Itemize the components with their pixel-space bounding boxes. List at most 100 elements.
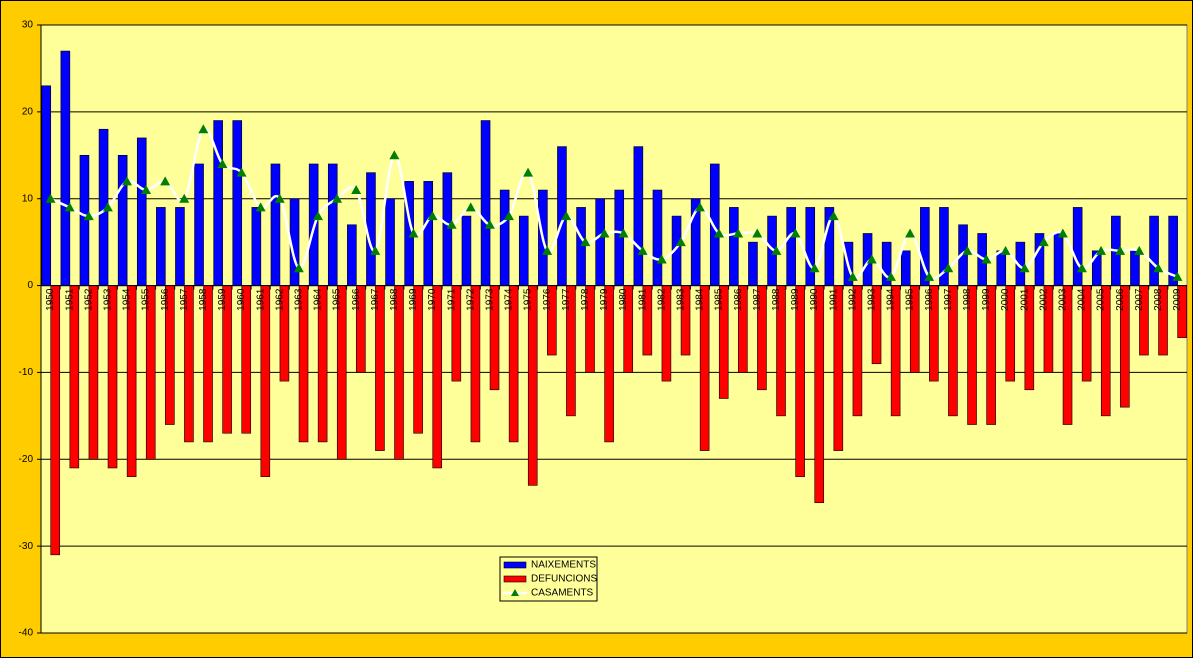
bar [900,250,911,286]
marker [1038,237,1049,247]
marker [312,211,323,221]
marker [102,202,113,212]
bar [795,285,805,477]
x-tick-label: 1962 [274,288,285,311]
x-tick-label: 1973 [484,288,495,311]
x-tick-label: 1993 [866,288,877,311]
marker [1134,245,1145,255]
legend-label: CASAMENTS [531,588,594,599]
bar [156,207,166,286]
marker [332,193,343,203]
marker [675,237,686,247]
marker [618,228,629,238]
bar [527,285,538,486]
marker [1172,271,1183,281]
legend-swatch [503,575,527,583]
x-tick-label: 1997 [943,288,954,311]
marker [752,228,763,238]
marker [866,254,877,264]
marker [217,158,228,168]
marker [389,150,400,160]
x-tick-label: 1975 [523,288,534,311]
marker [160,176,171,186]
legend-label: NAIXEMENTS [531,560,596,571]
x-tick-label: 1961 [255,288,266,311]
bar [79,154,90,286]
marker [561,211,572,221]
x-tick-label: 1984 [695,288,706,311]
marker [1096,245,1107,255]
bar [175,207,185,286]
x-tick-label: 1970 [427,288,438,311]
marker [637,245,648,255]
x-tick-label: 1972 [465,288,476,311]
marker [847,271,858,281]
marker [274,193,285,203]
bar [117,154,128,286]
x-tick-label: 2009 [1172,288,1183,311]
marker [293,263,304,273]
marker [427,211,438,221]
bar [442,172,453,286]
marker [1019,263,1030,273]
bar [805,207,816,286]
marker [981,254,992,264]
bar [327,163,338,286]
bar [366,172,376,286]
bar [748,241,758,286]
x-tick-label: 2008 [1153,288,1164,311]
x-tick-label: 1953 [102,288,113,311]
marker [446,219,457,229]
y-tick-label: 30 [22,20,34,31]
bar [461,215,472,286]
bar [60,50,71,286]
bar [1149,215,1159,286]
legend-swatch [503,561,527,569]
x-tick-label: 1971 [446,288,457,311]
bar [385,198,395,286]
bar [576,207,586,286]
marker [599,228,610,238]
x-tick-label: 1952 [83,288,94,311]
y-tick-label: -20 [19,454,34,465]
y-tick-label: -30 [19,541,34,552]
marker [771,245,782,255]
bar [270,163,281,286]
bar [260,285,271,477]
x-tick-label: 1981 [637,288,648,311]
bar [595,198,605,286]
x-tick-label: 1956 [160,288,171,311]
marker [64,202,75,212]
x-tick-label: 1982 [656,288,667,311]
bar [518,215,529,286]
bar [50,285,61,556]
marker [885,271,896,281]
marker [1076,263,1087,273]
marker [1000,245,1011,255]
marker [733,228,744,238]
legend-label: DEFUNCIONS [531,574,597,585]
x-tick-label: 1951 [64,288,75,311]
marker [370,245,381,255]
bar [347,224,357,286]
marker [121,176,132,186]
x-tick-label: 1999 [981,288,992,311]
x-tick-label: 1964 [313,288,324,311]
marker [828,211,839,221]
marker [198,124,209,134]
x-tick-label: 2000 [1000,288,1011,311]
x-tick-label: 1987 [752,288,763,311]
x-tick-label: 1976 [542,288,553,311]
x-tick-label: 2004 [1077,288,1088,311]
bar [480,120,491,286]
marker [141,185,152,195]
bar [996,250,1007,286]
x-tick-label: 1954 [122,288,133,311]
y-tick-label: 10 [22,193,34,204]
plot-area [40,24,1188,634]
y-tick-label: -10 [19,367,34,378]
x-tick-label: 1960 [236,288,247,311]
x-tick-label: 2005 [1096,288,1107,311]
